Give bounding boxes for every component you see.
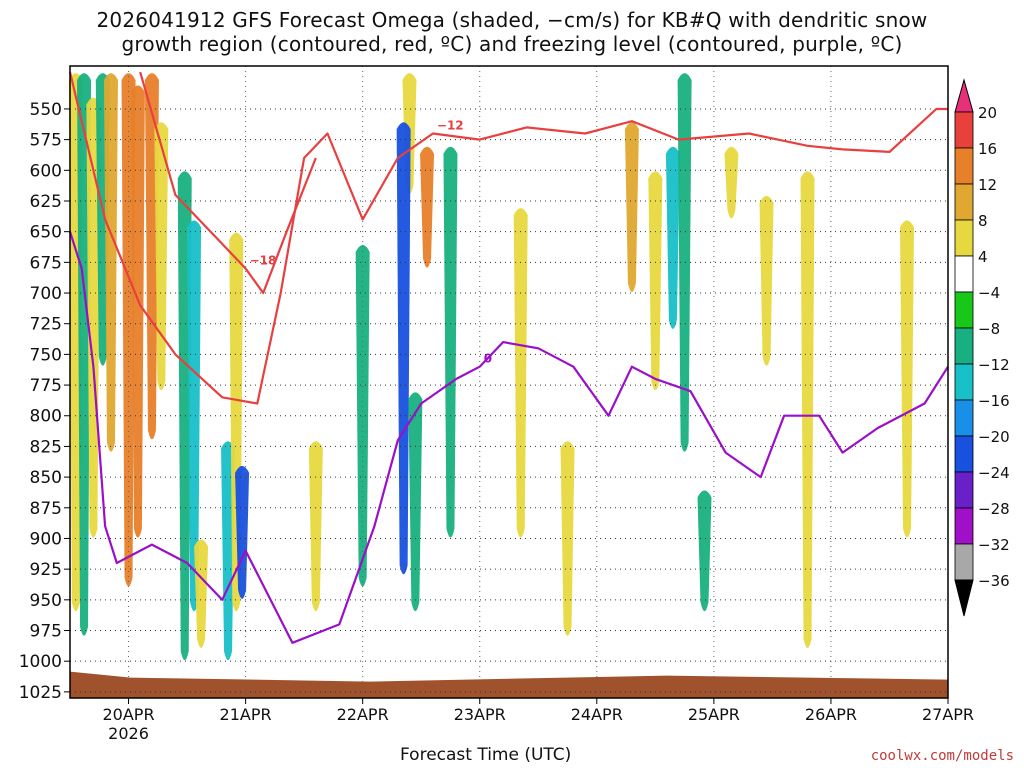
y-tick-label-1000: 1000 xyxy=(19,652,62,672)
omega-streak-8 xyxy=(154,122,169,391)
x-tick-label-7: 27APR xyxy=(922,705,974,724)
y-tick-label-875: 875 xyxy=(30,499,62,519)
omega-streak-24 xyxy=(624,122,639,293)
colorbar-swatch-11 xyxy=(954,471,974,509)
omega-streak-25 xyxy=(648,171,663,391)
colorbar-label-7: −12 xyxy=(978,356,1010,374)
omega-streak-18 xyxy=(396,122,411,575)
x-tick-label-1: 21APR xyxy=(220,705,272,724)
y-axis: 550 575 600 625 650 675 700 725 750 775 800 825 850 8… xyxy=(19,100,70,703)
omega-streak-26 xyxy=(665,146,680,329)
y-tick-label-775: 775 xyxy=(30,376,62,396)
colorbar-label-6: −8 xyxy=(978,320,1000,338)
omega-streak-32 xyxy=(900,220,915,538)
colorbar: 20 16 12 8 4 −4 −8 −12 −16 −20 −24 −28 −32 −36 xyxy=(954,78,1010,617)
y-tick-label-600: 600 xyxy=(30,161,62,181)
colorbar-swatch-8 xyxy=(954,363,974,401)
contour-label-1: −18 xyxy=(250,253,277,267)
colorbar-swatch-13 xyxy=(954,543,974,581)
omega-streak-22 xyxy=(513,208,528,538)
colorbar-label-12: −32 xyxy=(978,536,1010,554)
colorbar-swatch-10 xyxy=(954,435,974,473)
y-tick-label-675: 675 xyxy=(30,253,62,273)
omega-streak-19 xyxy=(408,392,423,612)
colorbar-swatch-6 xyxy=(954,291,974,329)
contour-label-0: −12 xyxy=(437,118,464,132)
ground-terrain xyxy=(70,671,948,698)
x-tick-label-0: 20APR xyxy=(102,705,154,724)
contour-2 xyxy=(68,231,949,644)
y-tick-label-725: 725 xyxy=(30,315,62,335)
x-sub-label: 2026 xyxy=(108,724,149,743)
x-axis: 20APR 21APR 22APR 23APR 24APR 25APR 26APR 27APR… xyxy=(102,698,974,743)
omega-streak-16 xyxy=(355,244,370,587)
colorbar-label-8: −16 xyxy=(978,392,1010,410)
x-tick-label-4: 24APR xyxy=(571,705,623,724)
y-tick-label-900: 900 xyxy=(30,529,62,549)
colorbar-top-arrow xyxy=(954,78,974,113)
y-tick-label-575: 575 xyxy=(30,131,62,151)
credit-link[interactable]: coolwx.com/models xyxy=(870,748,1014,764)
colorbar-label-10: −24 xyxy=(978,464,1010,482)
omega-streak-29 xyxy=(724,146,739,219)
x-tick-label-5: 25APR xyxy=(688,705,740,724)
omega-streak-31 xyxy=(800,171,815,648)
x-axis-label: Forecast Time (UTC) xyxy=(400,745,572,765)
colorbar-swatch-3 xyxy=(954,183,974,221)
colorbar-swatch-12 xyxy=(954,507,974,545)
omega-streak-20 xyxy=(420,146,435,268)
colorbar-label-0: 20 xyxy=(978,104,997,122)
y-tick-label-975: 975 xyxy=(30,622,62,642)
chart-title-line-2: growth region (contoured, red, ºC) and f… xyxy=(121,32,903,56)
colorbar-swatch-7 xyxy=(954,327,974,365)
omega-streak-27 xyxy=(677,73,692,452)
y-tick-label-1025: 1025 xyxy=(19,683,62,703)
omega-streak-21 xyxy=(443,146,458,538)
colorbar-swatch-2 xyxy=(954,147,974,185)
y-tick-label-825: 825 xyxy=(30,437,62,457)
y-tick-label-800: 800 xyxy=(30,407,62,427)
colorbar-swatch-5 xyxy=(954,255,974,293)
chart-title-line-1: 2026041912 GFS Forecast Omega (shaded, −… xyxy=(96,8,928,32)
plot-frame xyxy=(69,65,949,699)
colorbar-label-3: 8 xyxy=(978,212,988,230)
colorbar-swatch-1 xyxy=(954,111,974,149)
colorbar-label-2: 12 xyxy=(978,176,997,194)
y-tick-label-850: 850 xyxy=(30,468,62,488)
omega-shading xyxy=(68,73,915,661)
colorbar-label-4: 4 xyxy=(978,248,988,266)
colorbar-label-11: −28 xyxy=(978,500,1010,518)
y-tick-label-750: 750 xyxy=(30,345,62,365)
y-tick-label-700: 700 xyxy=(30,284,62,304)
omega-streak-30 xyxy=(759,195,774,366)
colorbar-label-1: 16 xyxy=(978,140,997,158)
x-tick-label-2: 22APR xyxy=(337,705,389,724)
colorbar-label-9: −20 xyxy=(978,428,1010,446)
y-tick-label-925: 925 xyxy=(30,560,62,580)
contour-0 xyxy=(68,71,948,405)
colorbar-swatch-9 xyxy=(954,399,974,437)
contour-label-2: 0 xyxy=(484,352,492,366)
colorbar-label-13: −36 xyxy=(978,572,1010,590)
omega-streak-11 xyxy=(194,539,209,648)
omega-streak-10 xyxy=(187,220,202,612)
colorbar-label-5: −4 xyxy=(978,284,1000,302)
y-tick-label-650: 650 xyxy=(30,223,62,243)
omega-streak-6 xyxy=(130,85,145,538)
x-tick-label-3: 23APR xyxy=(454,705,506,724)
omega-streak-23 xyxy=(560,441,575,636)
y-tick-label-950: 950 xyxy=(30,591,62,611)
x-tick-label-6: 26APR xyxy=(805,705,857,724)
colorbar-swatch-4 xyxy=(954,219,974,257)
y-tick-label-625: 625 xyxy=(30,192,62,212)
omega-streak-28 xyxy=(697,490,712,612)
colorbar-bottom-arrow xyxy=(954,579,974,617)
omega-streak-15 xyxy=(308,441,323,612)
contour-1 xyxy=(139,71,317,295)
y-tick-label-550: 550 xyxy=(30,100,62,120)
